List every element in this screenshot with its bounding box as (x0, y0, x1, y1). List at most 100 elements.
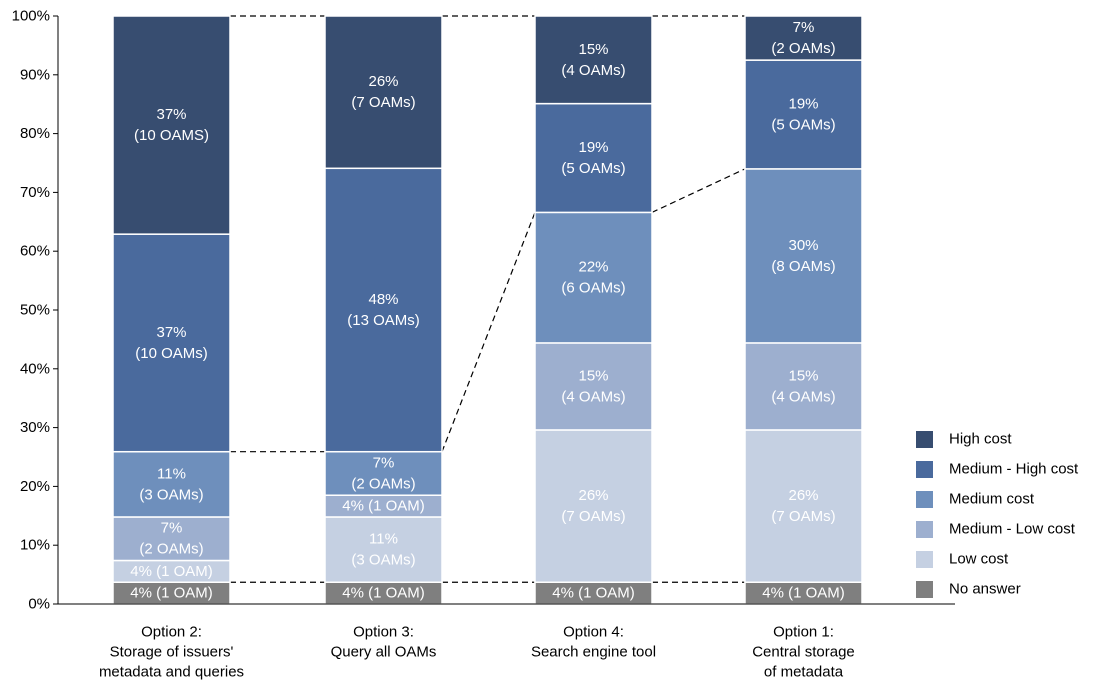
bar-segment (112, 15, 231, 235)
data-label: 37% (156, 324, 186, 341)
bar-segment (744, 168, 863, 344)
data-label: 7% (373, 454, 395, 471)
legend-swatch (916, 581, 933, 598)
data-label: (3 OAMs) (351, 552, 415, 569)
bar-segment (744, 342, 863, 431)
legend-label: Medium - Low cost (949, 521, 1076, 538)
data-label: (3 OAMs) (139, 486, 203, 503)
x-tick-label: of metadata (764, 664, 844, 681)
bar-segment (534, 429, 653, 583)
legend-label: Medium - High cost (949, 461, 1079, 478)
bar-segment (534, 342, 653, 431)
data-label: 30% (788, 237, 818, 254)
bar-segment (112, 233, 231, 453)
data-label: 26% (578, 487, 608, 504)
data-label: (5 OAMs) (561, 160, 625, 177)
x-tick-label: Storage of issuers' (110, 644, 234, 661)
bar-segment (744, 59, 863, 170)
data-label: 11% (369, 531, 398, 548)
data-label: (7 OAMs) (561, 508, 625, 525)
data-label: 4% (1 OAM) (342, 498, 425, 515)
x-tick-label: Search engine tool (531, 644, 656, 661)
data-label: (2 OAMs) (771, 40, 835, 57)
data-label: (10 OAMs) (135, 345, 208, 362)
connector-lines (230, 15, 746, 583)
bar-segment (324, 167, 443, 453)
connector-line (441, 212, 536, 452)
data-label: 22% (578, 259, 608, 276)
connector-line (651, 168, 746, 213)
data-label: 4% (1 OAM) (342, 585, 425, 602)
x-tick-label: Query all OAMs (331, 644, 437, 661)
x-tick-label: Option 4: (563, 624, 624, 641)
legend-swatch (916, 461, 933, 478)
y-tick-label: 50% (20, 302, 50, 319)
data-label: 19% (578, 139, 608, 156)
bar-segment (534, 102, 653, 214)
legend-swatch (916, 521, 933, 538)
legend: High cost Medium - High cost Medium cost Me… (916, 431, 1079, 598)
bar-segment (324, 516, 443, 583)
x-tick-label: Option 1: (773, 624, 834, 641)
y-tick-label: 90% (20, 66, 50, 83)
y-tick-label: 20% (20, 478, 50, 495)
data-label: (4 OAMs) (561, 62, 625, 79)
data-label: 19% (788, 95, 818, 112)
bar-segment (534, 15, 653, 105)
bar-segment (324, 450, 443, 496)
bar-segment (112, 516, 231, 562)
x-tick-label: Central storage (752, 644, 855, 661)
data-label: 15% (578, 367, 608, 384)
data-label: 26% (368, 73, 398, 90)
data-label: 4% (1 OAM) (130, 563, 213, 580)
data-label: (2 OAMs) (351, 475, 415, 492)
data-label: (2 OAMs) (139, 541, 203, 558)
y-tick-label: 80% (20, 125, 50, 142)
legend-label: No answer (949, 581, 1021, 598)
bar-segment (744, 15, 863, 61)
x-tick-label: Option 2: (141, 624, 202, 641)
y-tick-label: 10% (20, 537, 50, 554)
y-tick-label: 60% (20, 243, 50, 260)
legend-label: High cost (949, 431, 1012, 448)
x-tick-label: Option 3: (353, 624, 414, 641)
data-label: (7 OAMs) (351, 94, 415, 111)
data-label: (7 OAMs) (771, 508, 835, 525)
data-label: (4 OAMs) (771, 388, 835, 405)
legend-label: Medium cost (949, 491, 1035, 508)
y-tick-label: 30% (20, 419, 50, 436)
data-label: 48% (368, 291, 398, 308)
data-label: 15% (578, 41, 608, 58)
data-label: 37% (156, 106, 186, 123)
data-label: 15% (788, 367, 818, 384)
y-tick-label: 40% (20, 360, 50, 377)
legend-swatch (916, 551, 933, 568)
data-label: 4% (1 OAM) (552, 585, 635, 602)
data-label: 26% (788, 487, 818, 504)
data-label: 4% (1 OAM) (130, 585, 213, 602)
x-tick-label: metadata and queries (99, 664, 244, 681)
bar-segment (744, 429, 863, 583)
y-tick-label: 0% (28, 596, 50, 613)
axes: 0% 10% 20% 30% 40% 50% 60% 70% 80% 90% 100% Option … (12, 8, 955, 681)
y-tick-label: 70% (20, 184, 50, 201)
data-label: 7% (793, 19, 815, 36)
bar-segment (324, 15, 443, 170)
bar-segment (112, 450, 231, 518)
data-label: (6 OAMs) (561, 280, 625, 297)
legend-label: Low cost (949, 551, 1009, 568)
data-label: (13 OAMs) (347, 312, 420, 329)
legend-swatch (916, 431, 933, 448)
data-label: 7% (161, 520, 183, 537)
legend-swatch (916, 491, 933, 508)
bar-segment (534, 211, 653, 344)
data-label: (4 OAMs) (561, 388, 625, 405)
y-tick-label: 100% (12, 8, 50, 25)
data-label: (10 OAMS) (134, 127, 209, 144)
data-label: 4% (1 OAM) (762, 585, 845, 602)
data-label: (5 OAMs) (771, 116, 835, 133)
data-label: (8 OAMs) (771, 258, 835, 275)
bars: 4% (1 OAM) 4% (1 OAM) 7% (2 OAMs) 11% (3 OAMs… (112, 15, 863, 605)
data-label: 11% (157, 465, 186, 482)
